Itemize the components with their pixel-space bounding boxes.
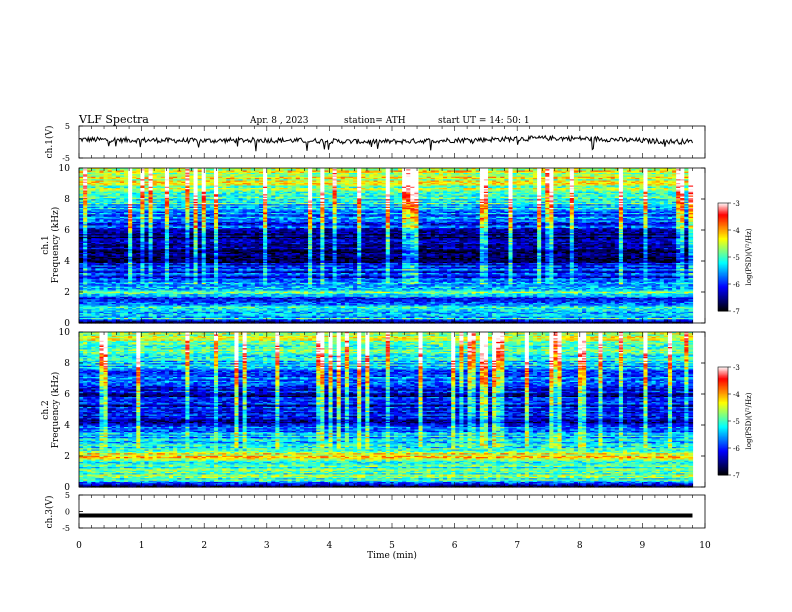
colorbar-label: log(PSD)(V²/Hz) bbox=[745, 228, 753, 285]
ch1-waveform-ylabel: ch.1(V) bbox=[44, 126, 55, 159]
colorbar-tick-label: -5 bbox=[733, 254, 740, 262]
spectrogram-ytick-label: 8 bbox=[64, 195, 70, 205]
ch3-waveform-ylabel: ch.3(V) bbox=[44, 496, 55, 529]
figure-title: VLF Spectra bbox=[78, 113, 149, 126]
ch3-waveform-panel: 5 0 -5 ch.3(V) bbox=[44, 491, 705, 533]
colorbar-tick-label: -4 bbox=[733, 391, 740, 399]
ch1-spectrogram-ylabel: Frequency (kHz) bbox=[50, 207, 61, 284]
colorbar-tick-label: -7 bbox=[733, 472, 740, 480]
colorbar-tick-label: -7 bbox=[733, 308, 740, 316]
colorbar-tick-label: -3 bbox=[733, 200, 740, 208]
colorbar-gradient bbox=[718, 367, 728, 476]
x-tick-label: 10 bbox=[699, 541, 711, 551]
spectrogram-ytick-label: 10 bbox=[59, 328, 71, 338]
spectrogram-ytick-label: 2 bbox=[64, 452, 70, 462]
x-tick-label: 5 bbox=[389, 541, 395, 551]
x-tick-label: 8 bbox=[577, 541, 583, 551]
colorbar-tick-label: -6 bbox=[733, 281, 740, 289]
ch3-waveform-ytick-label: 0 bbox=[65, 508, 70, 517]
spectrogram-ytick-label: 4 bbox=[64, 421, 70, 431]
x-tick-label: 9 bbox=[640, 541, 646, 551]
x-tick-label: 7 bbox=[514, 541, 520, 551]
x-tick-label: 4 bbox=[327, 541, 333, 551]
x-tick-label: 2 bbox=[201, 541, 207, 551]
spectrogram-ytick-label: 10 bbox=[59, 164, 71, 174]
ch1-spectrogram-plot bbox=[79, 168, 693, 324]
start-ut-label: start UT = 14: 50: 1 bbox=[438, 116, 530, 126]
spectrogram-ytick-label: 2 bbox=[64, 288, 70, 298]
ch3-waveform-ytick-label: 5 bbox=[65, 491, 70, 500]
spectrogram-ytick-label: 6 bbox=[64, 226, 70, 236]
spectrogram-ytick-label: 4 bbox=[64, 257, 70, 267]
x-axis-label: Time (min) bbox=[367, 550, 417, 561]
ch3-waveform-ytick-label: -5 bbox=[62, 524, 70, 533]
date-label: Apr. 8 , 2023 bbox=[249, 116, 309, 126]
ch1-colorbar: -3 -4 -5 -6 -7 log(PSD)(V²/Hz) bbox=[718, 200, 753, 316]
ch1-channel-label: ch.1 bbox=[41, 235, 51, 254]
colorbar-tick-label: -3 bbox=[733, 364, 740, 372]
colorbar-tick-label: -6 bbox=[733, 445, 740, 453]
ch2-spectrogram-ylabel: Frequency (kHz) bbox=[50, 372, 61, 449]
x-tick-label: 6 bbox=[452, 541, 458, 551]
ch2-spectrogram-plot bbox=[79, 332, 693, 488]
ch1-waveform-ytick-label: -5 bbox=[62, 154, 70, 163]
spectrogram-ytick-label: 6 bbox=[64, 390, 70, 400]
x-tick-label: 0 bbox=[76, 541, 82, 551]
colorbar-gradient bbox=[718, 203, 728, 312]
station-label: station= ATH bbox=[344, 116, 406, 126]
ch1-waveform-ytick-label: 5 bbox=[65, 122, 70, 131]
colorbar-tick-label: -5 bbox=[733, 418, 740, 426]
x-tick-label: 3 bbox=[264, 541, 270, 551]
ch1-waveform-panel: 5 -5 ch.1(V) bbox=[44, 122, 705, 163]
colorbar-tick-label: -4 bbox=[733, 227, 740, 235]
ch2-channel-label: ch.2 bbox=[41, 400, 51, 419]
ch2-colorbar: -3 -4 -5 -6 -7 log(PSD)(V²/Hz) bbox=[718, 364, 753, 480]
x-tick-label: 1 bbox=[139, 541, 145, 551]
colorbar-label: log(PSD)(V²/Hz) bbox=[745, 392, 753, 449]
spectrogram-ytick-label: 8 bbox=[64, 359, 70, 369]
